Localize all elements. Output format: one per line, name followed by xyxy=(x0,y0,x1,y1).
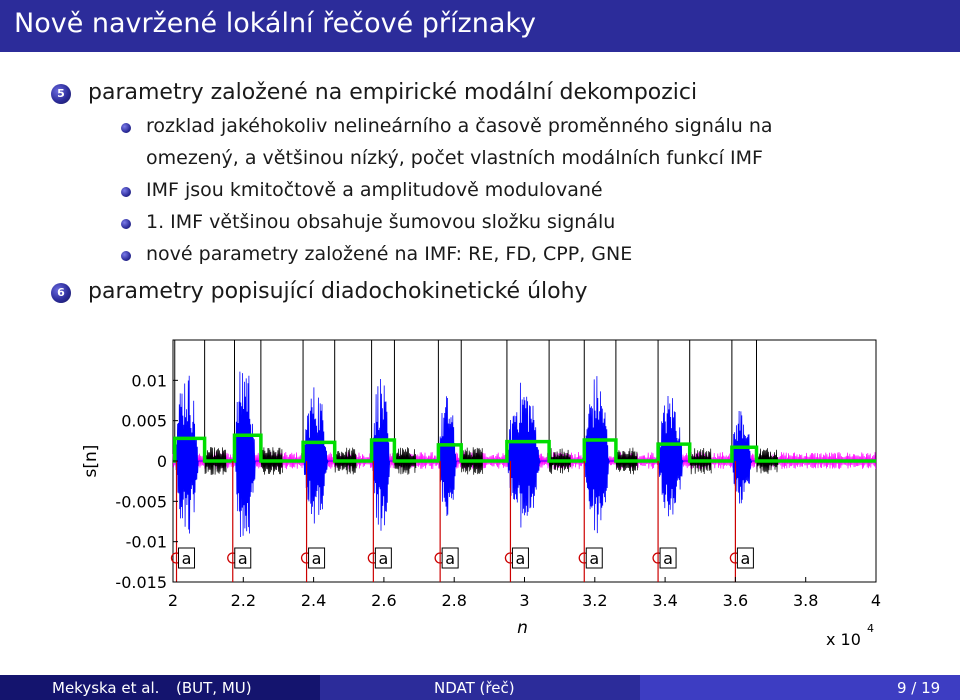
enum-bullet-5: 5 xyxy=(51,84,71,104)
subitem-4: nové parametry založené na IMF: RE, FD, … xyxy=(146,243,633,265)
series-black-burst xyxy=(204,447,227,475)
syllable-label-box xyxy=(659,547,677,569)
sub-bullet-icon xyxy=(121,251,131,261)
syllable-label-box xyxy=(308,547,326,569)
syllable-label: a xyxy=(445,549,455,568)
sub-bullet-icon xyxy=(121,123,131,133)
x-tick-label: 2.6 xyxy=(371,591,396,610)
x-scale-exponent: 4 xyxy=(867,622,874,635)
sub-bullet-icon xyxy=(121,187,131,197)
syllable-label: a xyxy=(589,549,599,568)
x-tick-label: 2.4 xyxy=(301,591,326,610)
series-green-envelope xyxy=(173,433,876,463)
series-blue-burst xyxy=(438,396,462,517)
syllable-label: a xyxy=(182,549,192,568)
series-black-burst xyxy=(548,448,571,474)
subitem-1-line-2: omezený, a většinou nízký, počet vlastní… xyxy=(146,147,763,169)
x-tick-label: 2 xyxy=(168,591,178,610)
title-bar: Nově navržené lokální řečové příznaky xyxy=(0,0,960,52)
footer: Mekyska et al. (BUT, MU) NDAT (řeč) 9 / … xyxy=(0,675,960,700)
subitem-3: 1. IMF většinou obsahuje šumovou složku … xyxy=(146,211,616,233)
y-tick-label: 0.005 xyxy=(121,412,167,431)
item-5-text: parametry založené na empirické modální … xyxy=(88,80,698,105)
series-blue-burst xyxy=(371,378,395,531)
y-axis-label: s[n] xyxy=(81,445,101,478)
y-tick-label: -0.005 xyxy=(115,492,167,511)
series-blue-burst xyxy=(658,395,690,517)
enum-bullet-6: 6 xyxy=(51,283,71,303)
x-tick-label: 3.8 xyxy=(793,591,818,610)
syllable-label-box xyxy=(374,547,392,569)
x-tick-label: 3.2 xyxy=(582,591,607,610)
syllable-label-box xyxy=(178,547,196,569)
footer-right: 9 / 19 xyxy=(640,675,960,700)
x-tick-label: 3 xyxy=(519,591,529,610)
series-blue-burst xyxy=(303,387,335,524)
footer-left: Mekyska et al. (BUT, MU) xyxy=(0,675,320,700)
x-tick-label: 4 xyxy=(871,591,881,610)
slide-title: Nově navržené lokální řečové příznaky xyxy=(14,8,537,39)
syllable-label-box xyxy=(585,547,603,569)
y-tick-label: 0.01 xyxy=(131,371,167,390)
y-tick-label: 0 xyxy=(157,452,167,471)
footer-page-number: 9 / 19 xyxy=(897,679,941,697)
x-tick-label: 2.2 xyxy=(231,591,256,610)
syllable-label-box xyxy=(441,547,459,569)
item-6-text: parametry popisující diadochokinetické ú… xyxy=(88,279,588,304)
syllable-label-box xyxy=(511,547,529,569)
syllable-label-box xyxy=(234,547,252,569)
subitem-1-line-1: rozklad jakéhokoliv nelineárního a časov… xyxy=(146,115,773,137)
syllable-label: a xyxy=(312,549,322,568)
syllable-label: a xyxy=(740,549,750,568)
syllable-label: a xyxy=(663,549,673,568)
footer-short-title: NDAT (řeč) xyxy=(434,679,515,697)
footer-affiliation: (BUT, MU) xyxy=(176,679,252,697)
footer-authors: Mekyska et al. xyxy=(52,679,160,697)
x-tick-label: 3.6 xyxy=(723,591,748,610)
syllable-label: a xyxy=(378,549,388,568)
y-tick-label: -0.015 xyxy=(115,573,167,592)
series-blue-burst xyxy=(506,382,549,528)
x-axis-label: n xyxy=(517,618,528,638)
syllable-label: a xyxy=(516,549,526,568)
x-tick-label: 3.4 xyxy=(652,591,677,610)
series-blue-burst xyxy=(584,376,617,534)
series-blue-burst xyxy=(174,375,205,534)
x-scale-label: x 10 xyxy=(826,630,861,649)
subitem-2: IMF jsou kmitočtově a amplitudově modulo… xyxy=(146,179,603,201)
syllable-label: a xyxy=(238,549,248,568)
series-blue-burst xyxy=(234,371,262,538)
series-black-burst xyxy=(260,447,283,475)
syllable-label-box xyxy=(736,547,754,569)
signal-chart: a a a a a a a a a 2 2.2 2.4 2.6 2.8 3 3.2 3.4 3.6 3.8 4 0.01… xyxy=(81,339,881,649)
y-tick-label: -0.01 xyxy=(126,533,167,552)
footer-middle: NDAT (řeč) xyxy=(320,675,640,700)
x-tick-label: 2.8 xyxy=(441,591,466,610)
chart-plot-area: a a a a a a a a a 2 2.2 2.4 2.6 2.8 3 3.2 3.4 3.6 3.8 4 0.01… xyxy=(81,339,881,649)
sub-bullet-icon xyxy=(121,219,131,229)
